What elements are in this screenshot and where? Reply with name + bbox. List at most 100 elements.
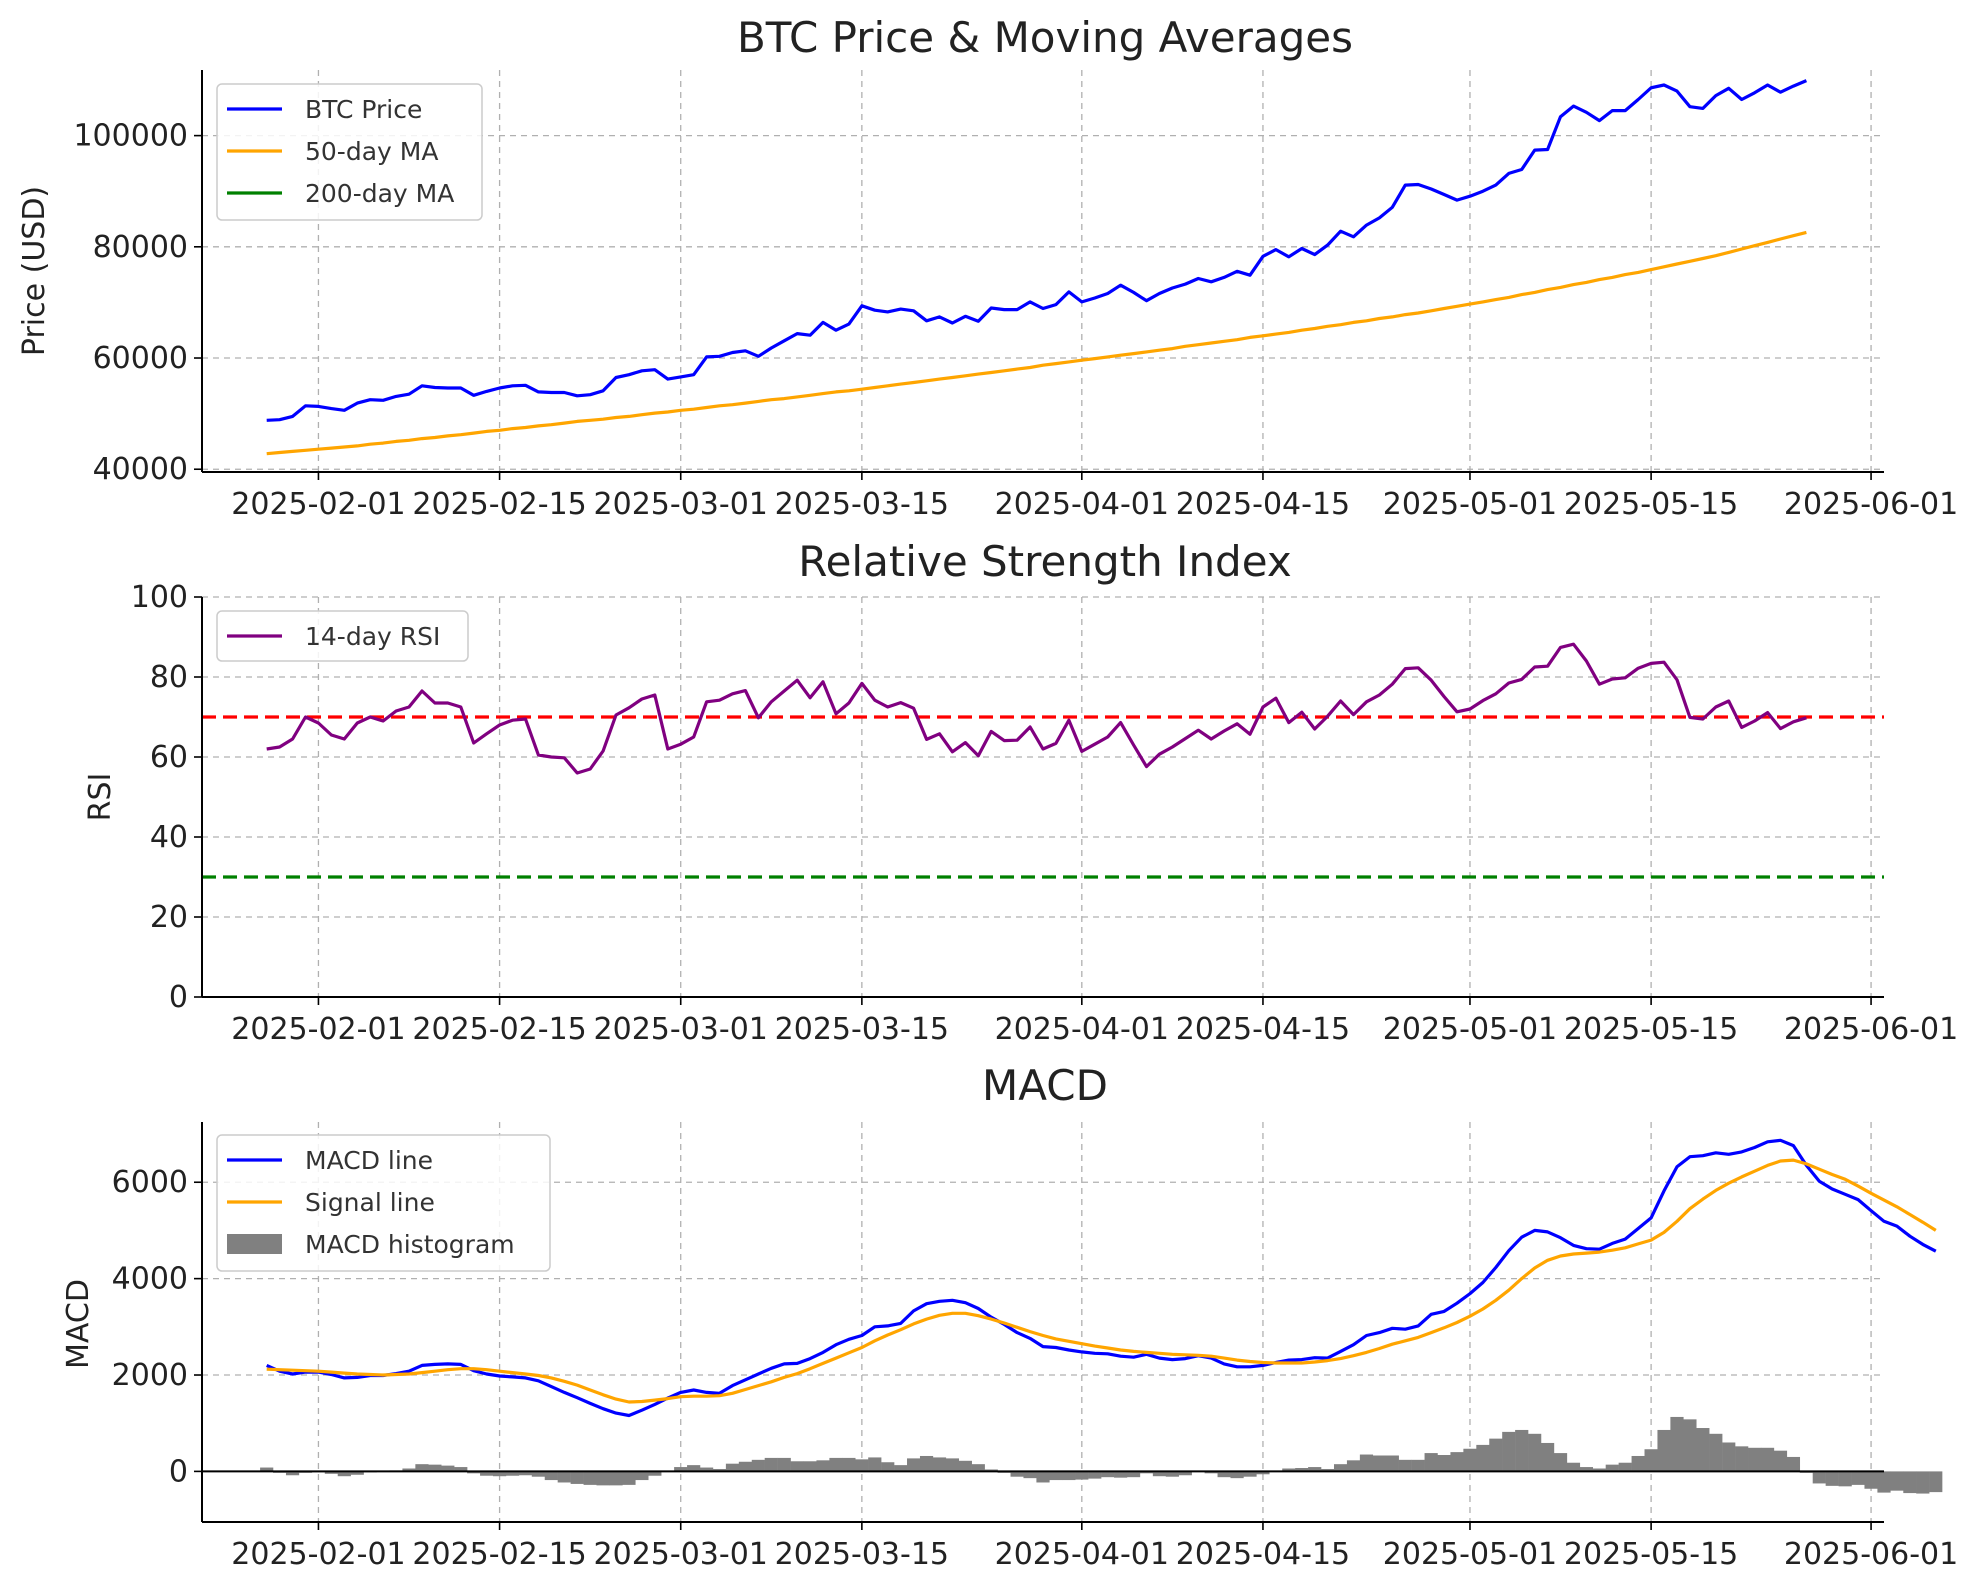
macd-histogram-bar [1618,1462,1632,1472]
price-y-axis-label: Price (USD) [17,186,52,356]
macd-histogram-bar [1528,1433,1542,1472]
macd-histogram-bar [1114,1471,1128,1478]
y-tick-label: 60000 [93,341,188,376]
macd-histogram-bar [428,1464,442,1472]
x-tick-label: 2025-04-15 [1176,1012,1350,1047]
macd-histogram-bar [1450,1452,1464,1472]
macd-histogram-bar [1929,1471,1943,1493]
macd-histogram-bar [557,1471,571,1483]
rsi-panel: Relative Strength Index RSI 2025-02-01 20… [83,537,1958,1047]
macd-histogram-bar [777,1457,791,1472]
macd-histogram-bar [1773,1450,1788,1472]
macd-histogram-bar [1321,1468,1335,1472]
macd-chart-title: MACD [982,1061,1108,1110]
macd-histogram-bar [1553,1453,1568,1472]
macd-histogram-bar [881,1462,895,1472]
macd-histogram-bar [635,1471,649,1481]
macd-histogram-bar [648,1471,662,1476]
macd-histogram-bar [1088,1471,1102,1479]
y-tick-label: 40 [150,820,188,855]
macd-histogram-bar [1476,1444,1490,1472]
legend-label: 200-day MA [305,179,454,208]
macd-histogram-bar [1489,1438,1503,1472]
macd-histogram-bar [1890,1471,1904,1491]
macd-histogram-bar [492,1471,507,1477]
macd-histogram-bar [1256,1471,1270,1475]
x-tick-label: 2025-03-15 [775,1012,949,1047]
macd-histogram-bar [285,1471,300,1476]
macd-histogram-bar [971,1464,985,1472]
50-day-ma-series [266,230,1807,456]
x-tick-label: 2025-06-01 [1784,1012,1958,1047]
macd-histogram-bar [609,1471,623,1486]
macd-histogram-bar [1023,1471,1037,1479]
macd-histogram-bar [544,1471,558,1481]
macd-histogram-bar [894,1465,908,1472]
x-tick-label: 2025-02-15 [412,487,586,522]
legend-label: 14-day RSI [305,622,440,651]
rsi-chart-title: Relative Strength Index [798,537,1291,586]
rsi-y-axis-label: RSI [83,773,118,822]
x-tick-label: 2025-02-15 [412,1537,586,1572]
legend-label: 50-day MA [305,137,438,166]
x-tick-label: 2025-05-01 [1383,1012,1557,1047]
14-day-rsi-series [266,642,1807,775]
x-tick-label: 2025-06-01 [1784,1537,1958,1572]
macd-histogram-bar [1178,1471,1192,1476]
macd-histogram-bar [441,1465,455,1472]
y-tick-label: 80 [150,660,188,695]
macd-histogram-bar [1385,1455,1399,1472]
x-tick-label: 2025-02-01 [231,1537,405,1572]
legend-box [216,610,469,662]
macd-histogram-bar [1036,1471,1050,1483]
macd-histogram-bar [1657,1429,1671,1472]
macd-histogram-bar [1101,1471,1115,1478]
macd-histogram-bar [1579,1467,1594,1472]
y-tick-label: 4000 [112,1262,188,1297]
macd-histogram-bar [622,1471,636,1485]
macd-histogram-bar [402,1468,416,1472]
macd-histogram-bar [816,1460,830,1472]
macd-histogram-bar [1230,1471,1244,1479]
x-tick-label: 2025-04-01 [995,1012,1169,1047]
macd-histogram-bar [932,1457,947,1472]
macd-histogram-bar [1333,1464,1348,1472]
x-tick-label: 2025-03-01 [594,1537,768,1572]
macd-histogram-bar [1709,1433,1723,1472]
macd-histogram-bar [829,1457,843,1472]
x-tick-label: 2025-03-15 [775,1537,949,1572]
x-tick-label: 2025-04-15 [1176,1537,1350,1572]
y-tick-label: 60 [150,740,188,775]
macd-line-series [266,1138,1937,1418]
macd-histogram-bar [1735,1446,1749,1472]
macd-histogram-bar [958,1460,972,1472]
macd-histogram-bar [1126,1471,1141,1478]
macd-histogram-bar [687,1465,701,1472]
macd-histogram-bar [1748,1447,1762,1472]
macd-histogram-bar [1605,1464,1619,1472]
y-tick-label: 2000 [112,1358,188,1393]
macd-histogram-bar [415,1464,429,1472]
macd-histogram-bar [1670,1416,1684,1472]
macd-histogram-bar [583,1471,597,1485]
macd-histogram-bar [700,1467,714,1472]
macd-histogram-bar [1916,1471,1930,1494]
macd-histogram-bar [1786,1456,1801,1472]
macd-histogram-bar [1308,1467,1322,1472]
x-tick-label: 2025-05-15 [1564,487,1738,522]
x-tick-label: 2025-02-01 [231,487,405,522]
macd-histogram-bar [596,1471,610,1486]
macd-histogram-bar [1683,1419,1697,1472]
macd-histogram-bar [855,1459,869,1472]
price-panel: BTC Price & Moving Averages Price (USD) … [17,13,1958,522]
macd-histogram-bar [1295,1468,1309,1472]
macd-histogram-bar [337,1471,351,1477]
macd-histogram-bar [842,1457,856,1472]
macd-histogram-bar [1437,1455,1451,1472]
macd-histogram-bar [324,1471,338,1474]
macd-panel: MACD MACD 2025-02-01 2025-02-15 2025-03-01… [61,1061,1958,1572]
macd-histogram-bar [1075,1471,1089,1480]
y-tick-label: 0 [169,1454,188,1489]
signal-line-series [266,1158,1937,1404]
